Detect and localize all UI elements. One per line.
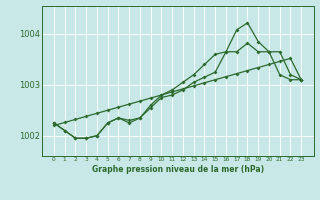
X-axis label: Graphe pression niveau de la mer (hPa): Graphe pression niveau de la mer (hPa)	[92, 165, 264, 174]
